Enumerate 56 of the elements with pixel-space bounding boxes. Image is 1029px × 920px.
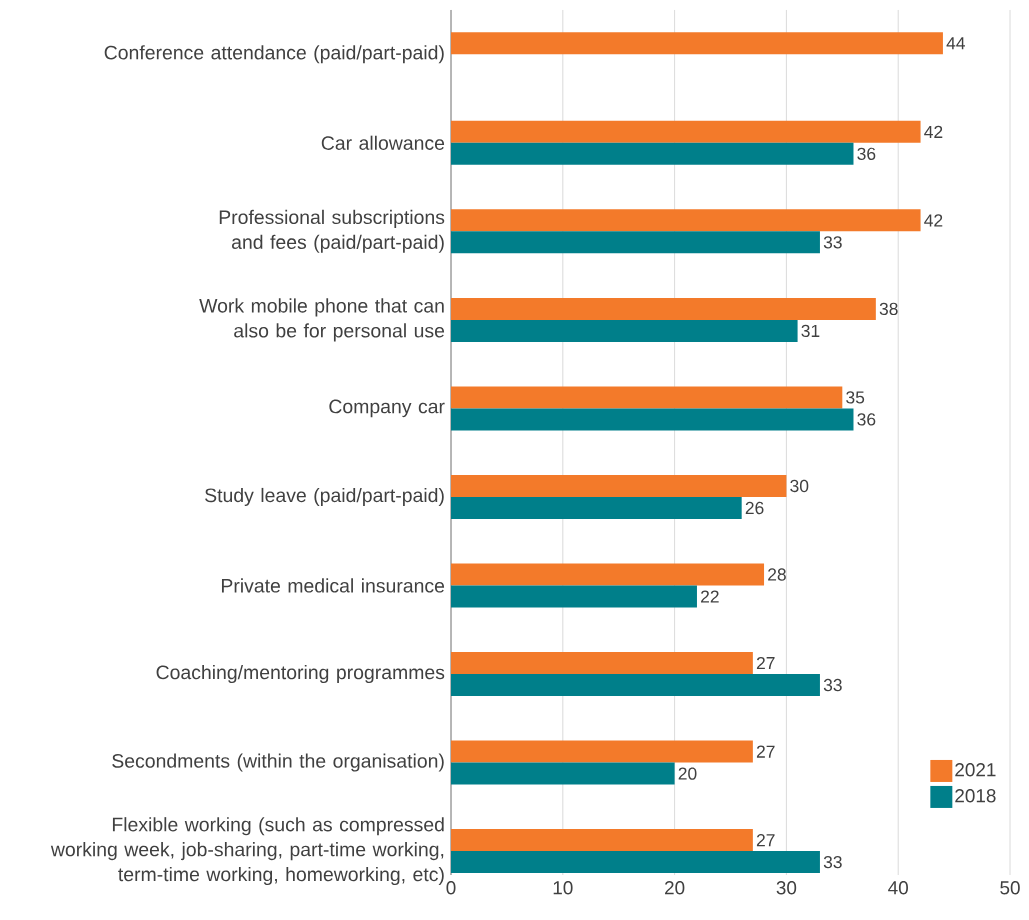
x-tick-label: 40 [888,881,908,895]
data-label: 36 [857,413,876,426]
data-label: 22 [701,590,719,603]
data-label: 44 [946,37,965,50]
bar [451,652,753,675]
bar [451,319,798,342]
data-label: 27 [756,656,775,670]
data-label: 33 [823,855,842,869]
y-tick-label: Flexible working (such as compressed working week, job-sharing, part-time working, term-time working, homeworking, etc) [50,817,444,886]
bar [451,563,765,586]
bar [451,496,742,519]
bar [451,585,697,608]
data-label: 33 [823,678,842,692]
data-label: 38 [879,302,898,316]
y-tick-label: Private medical insurance [221,578,445,593]
y-tick-label: Work mobile phone that can also be for personal use [199,298,445,342]
data-label: 36 [857,147,876,160]
bar [451,231,820,254]
bar [451,297,876,320]
bar [451,474,787,497]
bar [451,386,843,409]
data-label: 42 [924,125,943,138]
data-label: 42 [924,214,943,227]
legend-label: 2018 [955,789,996,803]
bar [451,762,675,785]
y-tick-label: Professional subscriptions and fees (paid/part-paid) [219,209,445,253]
bar [451,408,854,431]
data-label: 31 [801,324,820,338]
bar [451,740,753,763]
bar [451,829,753,852]
data-label: 27 [756,745,775,758]
data-label: 26 [745,501,764,515]
data-label: 33 [823,236,842,249]
bar [451,851,820,874]
y-tick-label: Car allowance [321,135,445,150]
x-tick-label: 10 [553,881,573,895]
y-tick-label: Secondments (within the organisation) [112,753,444,772]
x-tick-label: 0 [446,881,456,895]
x-tick-label: 50 [1000,881,1020,895]
x-tick-label: 30 [776,881,797,895]
bar [451,142,854,165]
y-tick-label: Coaching/mentoring programmes [156,664,445,684]
y-tick-label: Conference attendance (paid/part-paid) [104,45,444,64]
data-label: 28 [768,568,786,581]
y-tick-label: Company car [329,399,445,418]
bar [451,32,943,55]
data-label: 20 [678,767,697,780]
data-label: 35 [846,391,865,404]
bar [451,120,921,143]
y-tick-label: Study leave (paid/part-paid) [205,487,444,507]
data-label: 30 [790,479,809,493]
bar [451,209,921,232]
legend-label: 2021 [955,763,996,777]
x-tick-label: 20 [665,881,685,895]
data-label: 27 [756,834,775,847]
bar [451,674,820,697]
